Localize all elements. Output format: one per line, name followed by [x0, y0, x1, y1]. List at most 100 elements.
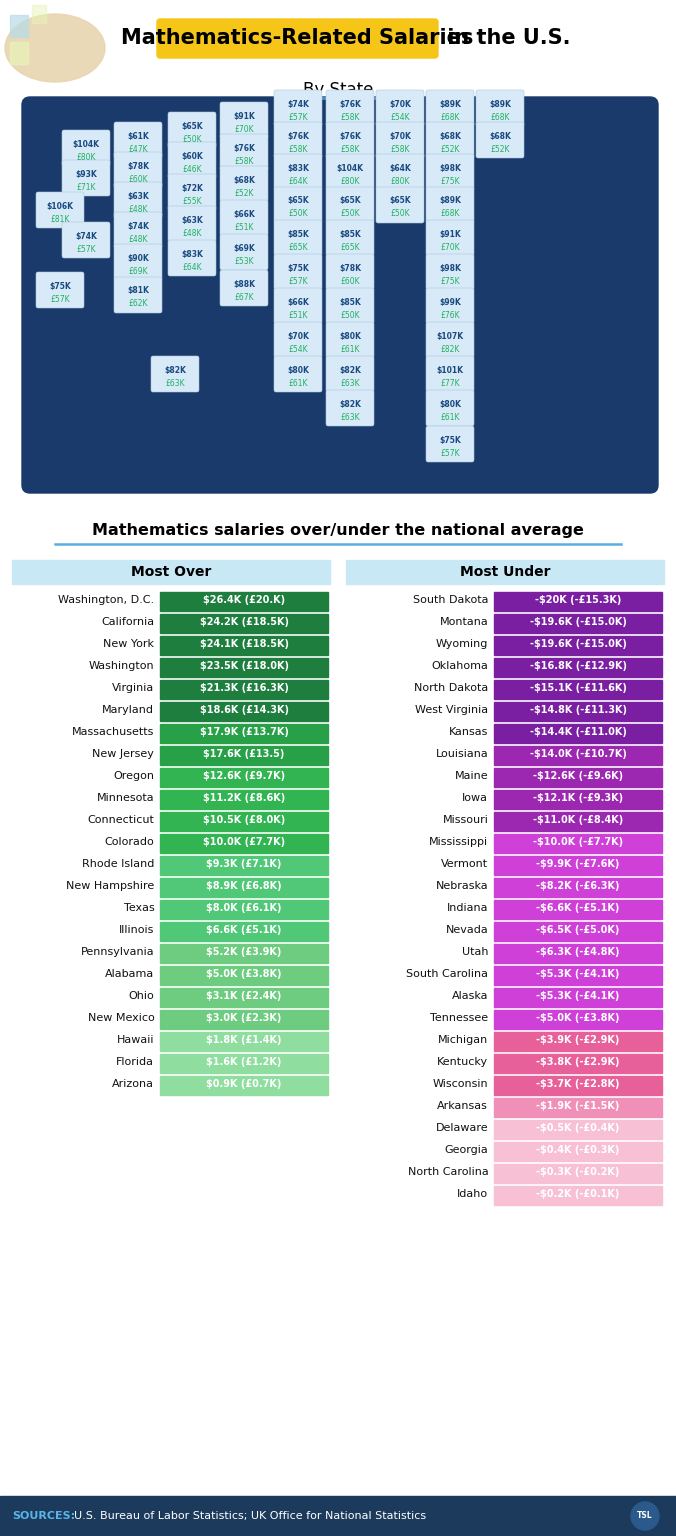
- Bar: [494, 657, 662, 676]
- Text: $64K: $64K: [389, 163, 411, 172]
- Text: £70K: £70K: [234, 124, 254, 134]
- Text: Louisiana: Louisiana: [435, 750, 488, 759]
- Bar: [494, 723, 662, 742]
- FancyBboxPatch shape: [376, 154, 424, 190]
- Bar: [160, 745, 328, 765]
- Text: $75K: $75K: [287, 264, 309, 272]
- Text: -$6.6K (-£5.1K): -$6.6K (-£5.1K): [537, 903, 620, 912]
- Text: Hawaii: Hawaii: [117, 1035, 154, 1044]
- Bar: [494, 679, 662, 699]
- Text: -$5.3K (-£4.1K): -$5.3K (-£4.1K): [537, 991, 620, 1001]
- Text: £64K: £64K: [288, 177, 308, 186]
- Text: £54K: £54K: [390, 112, 410, 121]
- Bar: [0, 1496, 676, 1536]
- Text: Washington, D.C.: Washington, D.C.: [58, 594, 154, 605]
- Bar: [10, 41, 28, 65]
- FancyBboxPatch shape: [62, 160, 110, 197]
- Text: -$20K (-£15.3K): -$20K (-£15.3K): [535, 594, 621, 605]
- Text: Oregon: Oregon: [114, 771, 154, 780]
- Bar: [160, 613, 328, 633]
- Text: Missouri: Missouri: [442, 816, 488, 825]
- FancyBboxPatch shape: [326, 187, 374, 223]
- FancyBboxPatch shape: [220, 233, 268, 270]
- Text: $82K: $82K: [339, 366, 361, 375]
- Text: -$0.4K (-£0.3K): -$0.4K (-£0.3K): [537, 1144, 620, 1155]
- FancyBboxPatch shape: [157, 18, 438, 58]
- FancyBboxPatch shape: [114, 244, 162, 280]
- Text: $3.0K (£2.3K): $3.0K (£2.3K): [206, 1014, 282, 1023]
- FancyBboxPatch shape: [326, 220, 374, 257]
- Bar: [494, 1075, 662, 1095]
- Text: £57K: £57K: [50, 295, 70, 304]
- Text: -$6.3K (-£4.8K): -$6.3K (-£4.8K): [536, 948, 620, 957]
- FancyBboxPatch shape: [274, 323, 322, 358]
- FancyBboxPatch shape: [274, 187, 322, 223]
- Text: $68K: $68K: [439, 132, 461, 140]
- FancyBboxPatch shape: [426, 187, 474, 223]
- Text: $76K: $76K: [339, 100, 361, 109]
- Text: -$8.2K (-£6.3K): -$8.2K (-£6.3K): [536, 882, 620, 891]
- Text: $10.5K (£8.0K): $10.5K (£8.0K): [203, 816, 285, 825]
- Text: Arizona: Arizona: [112, 1078, 154, 1089]
- Text: £60K: £60K: [128, 175, 148, 183]
- Text: $21.3K (£16.3K): $21.3K (£16.3K): [199, 684, 289, 693]
- Text: £75K: £75K: [440, 276, 460, 286]
- FancyBboxPatch shape: [376, 91, 424, 126]
- FancyBboxPatch shape: [326, 91, 374, 126]
- Bar: [494, 636, 662, 654]
- Bar: [160, 1075, 328, 1095]
- Text: £50K: £50K: [288, 209, 308, 218]
- Text: $89K: $89K: [439, 100, 461, 109]
- Text: California: California: [101, 617, 154, 627]
- Text: -$14.8K (-£11.3K): -$14.8K (-£11.3K): [529, 705, 627, 714]
- Text: $17.6K (£13.5): $17.6K (£13.5): [203, 750, 285, 759]
- Text: $80K: $80K: [439, 399, 461, 409]
- Bar: [160, 877, 328, 897]
- Text: South Carolina: South Carolina: [406, 969, 488, 978]
- FancyBboxPatch shape: [326, 390, 374, 425]
- Text: Vermont: Vermont: [441, 859, 488, 869]
- Text: $104K: $104K: [72, 140, 99, 149]
- Text: New Jersey: New Jersey: [93, 750, 154, 759]
- Text: -$0.5K (-£0.4K): -$0.5K (-£0.4K): [537, 1123, 620, 1134]
- Text: $99K: $99K: [439, 298, 461, 307]
- Text: £80K: £80K: [76, 152, 96, 161]
- Text: £52K: £52K: [235, 189, 254, 198]
- FancyBboxPatch shape: [476, 91, 524, 126]
- Text: Florida: Florida: [116, 1057, 154, 1068]
- Text: Mathematics-Related Salaries: Mathematics-Related Salaries: [121, 29, 474, 49]
- Text: £48K: £48K: [128, 204, 148, 214]
- Bar: [160, 1009, 328, 1029]
- FancyBboxPatch shape: [274, 253, 322, 290]
- Bar: [160, 922, 328, 940]
- Text: New Hampshire: New Hampshire: [66, 882, 154, 891]
- Bar: [160, 834, 328, 852]
- Text: £54K: £54K: [288, 344, 308, 353]
- Text: $104K: $104K: [337, 163, 364, 172]
- FancyBboxPatch shape: [376, 121, 424, 158]
- FancyBboxPatch shape: [114, 212, 162, 247]
- Text: $74K: $74K: [287, 100, 309, 109]
- Text: Iowa: Iowa: [462, 793, 488, 803]
- Text: $8.0K (£6.1K): $8.0K (£6.1K): [206, 903, 282, 912]
- Text: -$19.6K (-£15.0K): -$19.6K (-£15.0K): [530, 617, 627, 627]
- Text: £68K: £68K: [440, 209, 460, 218]
- FancyBboxPatch shape: [426, 220, 474, 257]
- Text: $82K: $82K: [339, 399, 361, 409]
- Text: TSL: TSL: [637, 1511, 653, 1521]
- Text: -$16.8K (-£12.9K): -$16.8K (-£12.9K): [529, 660, 627, 671]
- Bar: [0, 0, 676, 75]
- Bar: [494, 1054, 662, 1072]
- Bar: [160, 1054, 328, 1072]
- Bar: [494, 1186, 662, 1204]
- FancyBboxPatch shape: [62, 223, 110, 258]
- Text: £60K: £60K: [340, 276, 360, 286]
- Text: Rhode Island: Rhode Island: [82, 859, 154, 869]
- Text: Alabama: Alabama: [105, 969, 154, 978]
- Text: Mississippi: Mississippi: [429, 837, 488, 846]
- Text: £48K: £48K: [183, 229, 201, 238]
- Text: Maryland: Maryland: [102, 705, 154, 714]
- Bar: [160, 811, 328, 831]
- Text: £57K: £57K: [288, 276, 308, 286]
- FancyBboxPatch shape: [274, 121, 322, 158]
